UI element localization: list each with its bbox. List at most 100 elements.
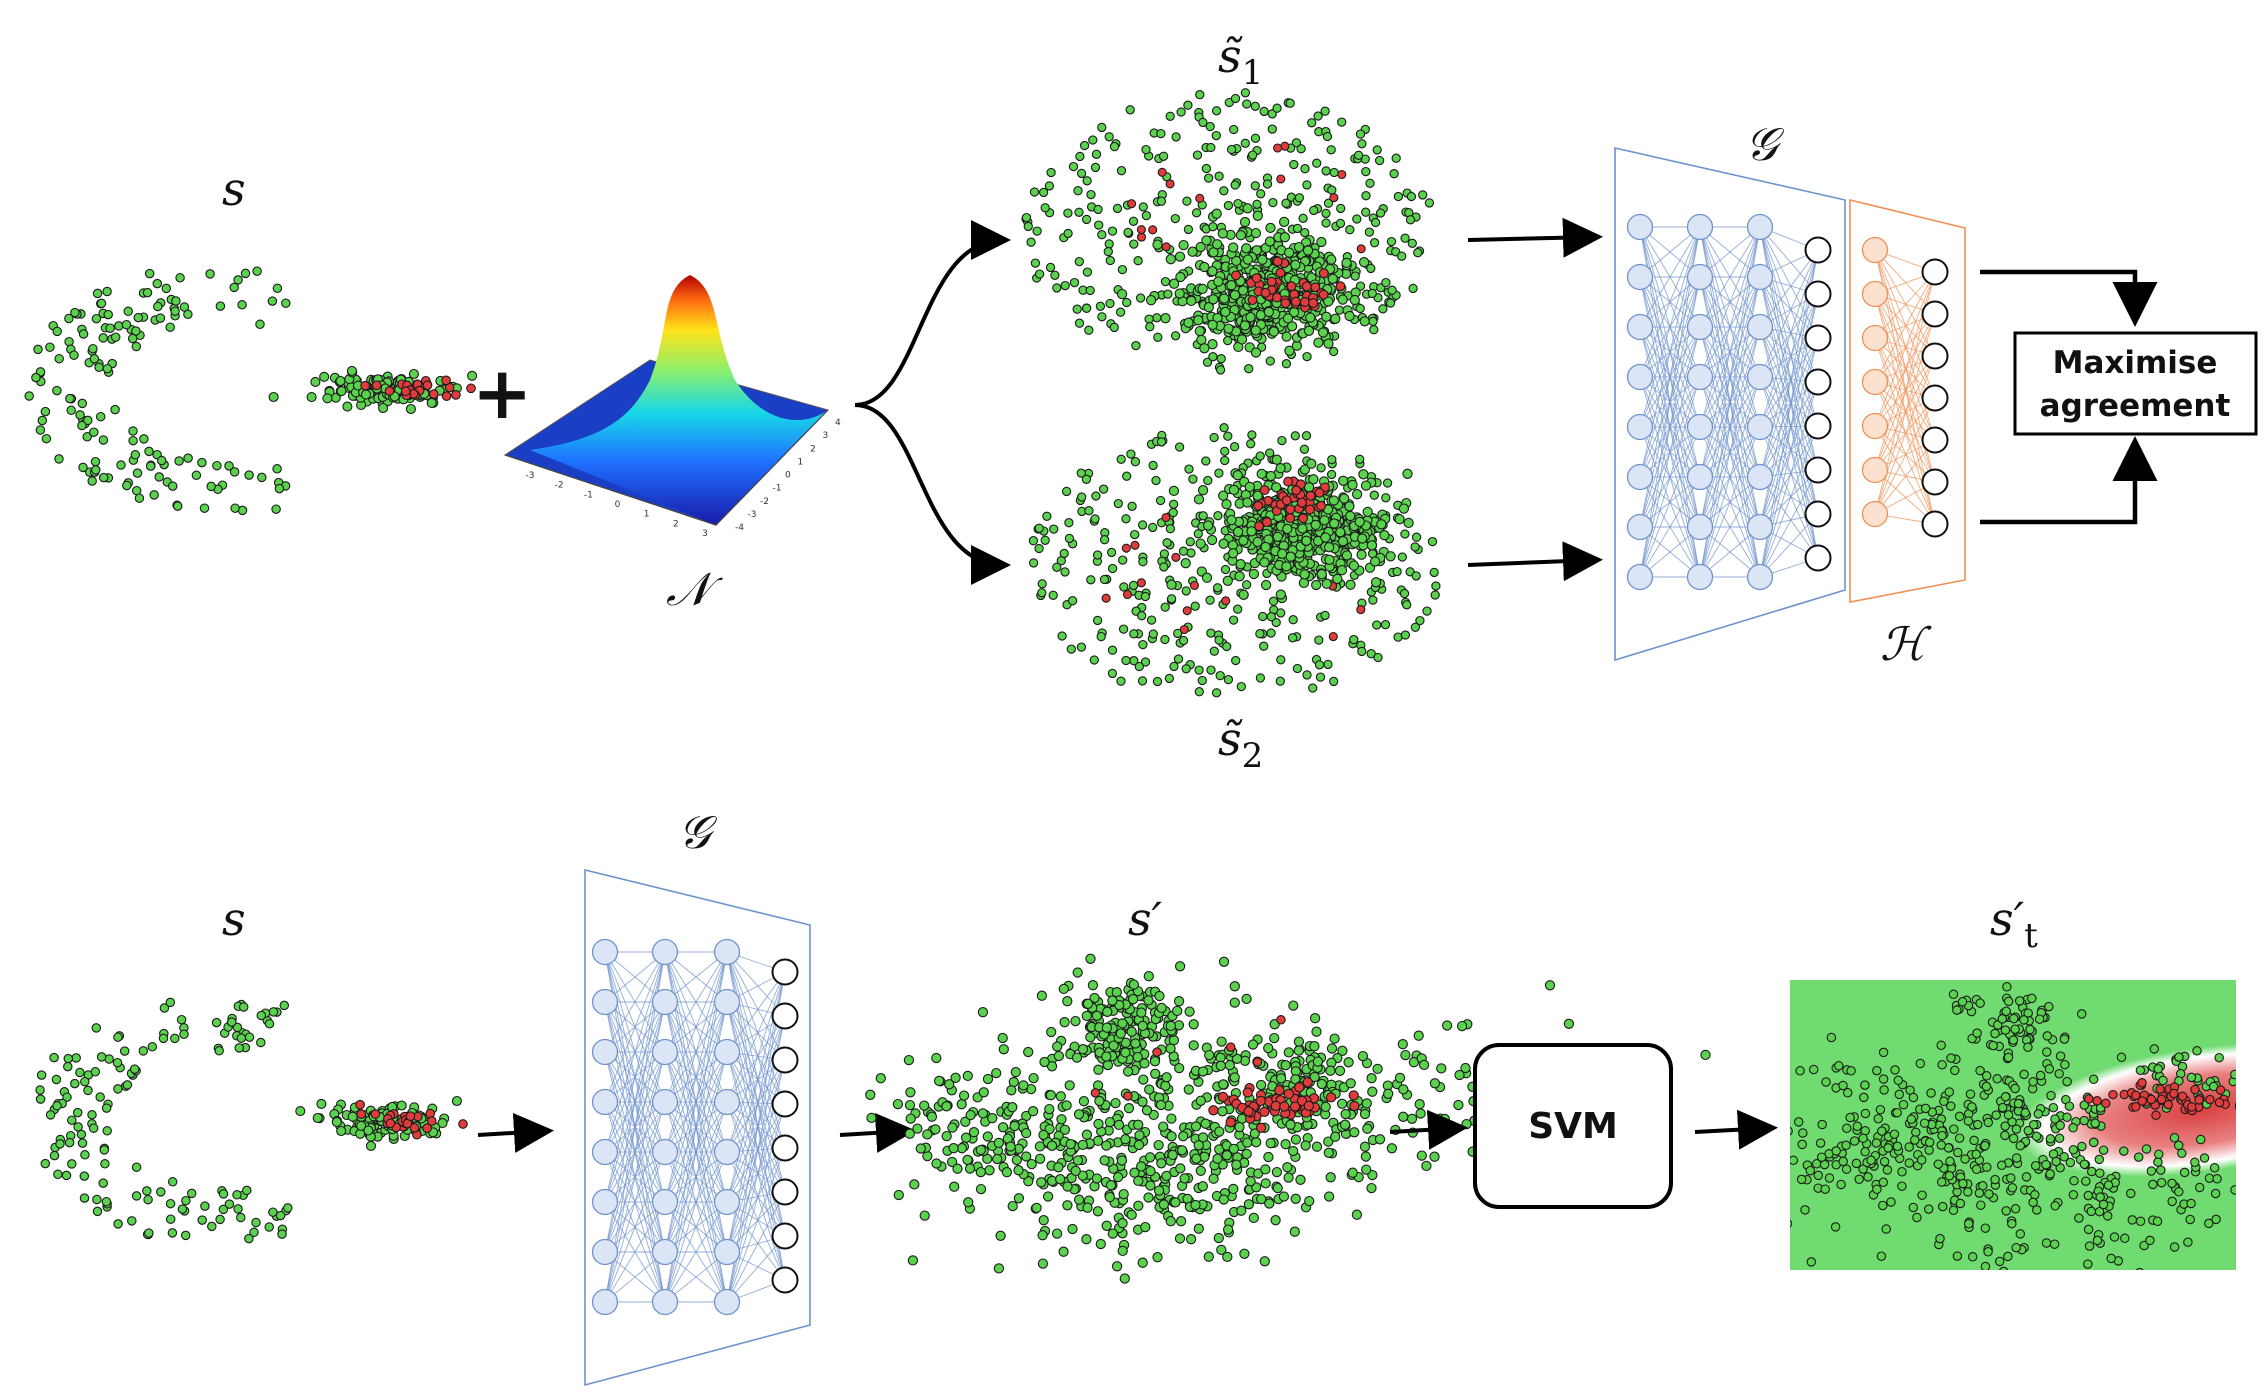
data-point [1305,312,1316,323]
data-point [1327,185,1337,195]
data-point [1544,980,1556,991]
data-point [1282,523,1293,535]
data-point [2003,1251,2013,1262]
data-point [1321,208,1331,219]
data-point [1150,1068,1161,1079]
data-point [2033,1109,2044,1119]
data-point [1299,297,1310,307]
data-point [1212,239,1223,250]
data-point [1413,248,1423,258]
data-point [1121,655,1131,666]
data-point [268,1007,279,1017]
data-point [1091,149,1102,159]
data-point [1309,1041,1320,1052]
gaussian-x-tick: -1 [584,490,593,500]
data-point [1945,1156,1955,1167]
data-point [1191,1153,1202,1164]
data-point [1229,289,1241,301]
data-point [1209,432,1219,443]
data-point [1217,228,1228,239]
data-point [1400,1049,1411,1061]
data-point [1314,635,1324,645]
data-point [1120,1134,1131,1145]
data-point [1849,1136,1860,1146]
data-point [1235,230,1247,241]
data-point [1064,533,1075,544]
data-point [79,1171,90,1181]
data-point [1361,1098,1372,1109]
data-point [1334,1065,1346,1076]
data-point [1421,1160,1432,1172]
data-point [1195,90,1205,100]
data-point [1130,540,1140,550]
data-point [1186,548,1196,558]
data-point [1134,661,1144,672]
data-point [127,1216,137,1226]
data-point [1275,676,1285,686]
data-point [1059,548,1069,559]
data-point [1174,288,1185,299]
data-point [2028,1077,2038,1087]
data-point [2242,1089,2250,1097]
data-point [1272,531,1283,542]
data-point [1766,1056,1774,1064]
data-point [2199,1153,2210,1163]
data-point [1980,1141,1990,1151]
data-point [1295,1174,1306,1185]
data-point [1226,514,1237,526]
data-point [1203,1251,1214,1262]
gaussian-x-tick: -3 [526,471,535,481]
neuron [1686,213,1714,241]
data-point [2234,1104,2236,1111]
data-point [1207,319,1218,331]
data-point [441,391,452,401]
data-point [1057,631,1067,641]
data-point [1036,1177,1047,1188]
data-point [1076,468,1086,478]
data-point [1948,1205,1959,1216]
data-point [903,1054,915,1066]
data-point [1256,468,1267,480]
data-point [1182,196,1192,206]
data-point [1221,499,1232,510]
data-point [1372,145,1382,155]
data-point [1327,273,1338,284]
data-point [1892,1107,1902,1118]
data-point [2021,1172,2032,1182]
data-point [54,454,64,464]
data-point [1233,604,1243,614]
data-point [1893,1075,1904,1086]
data-point [1160,602,1170,612]
data-point [1286,281,1297,292]
data-point [236,1033,247,1043]
data-point [1164,673,1175,684]
data-point [1206,665,1216,675]
data-point [1373,652,1383,663]
data-point [2062,1076,2072,1087]
data-point [1320,610,1330,621]
data-point [1302,1077,1313,1088]
data-point [1087,980,1099,991]
data-point [1219,186,1229,196]
data-point [1156,196,1167,206]
data-point [1070,1165,1081,1177]
data-point [2098,1199,2109,1210]
data-point [1077,1139,1088,1151]
data-point [1028,558,1039,568]
data-point [458,1119,468,1129]
data-point [102,286,112,297]
data-point [2209,1163,2220,1173]
data-point [2081,1176,2091,1186]
data-point [96,1052,107,1062]
svm-label: SVM [1528,1106,1618,1147]
data-point [1148,460,1158,471]
data-point [1211,208,1222,219]
data-point [982,1073,994,1085]
neuron [1626,313,1654,341]
data-point [922,1150,933,1162]
data-point [1349,1100,1360,1112]
data-point [1097,122,1107,133]
data-point [1123,227,1133,238]
data-point [2059,1034,2070,1044]
